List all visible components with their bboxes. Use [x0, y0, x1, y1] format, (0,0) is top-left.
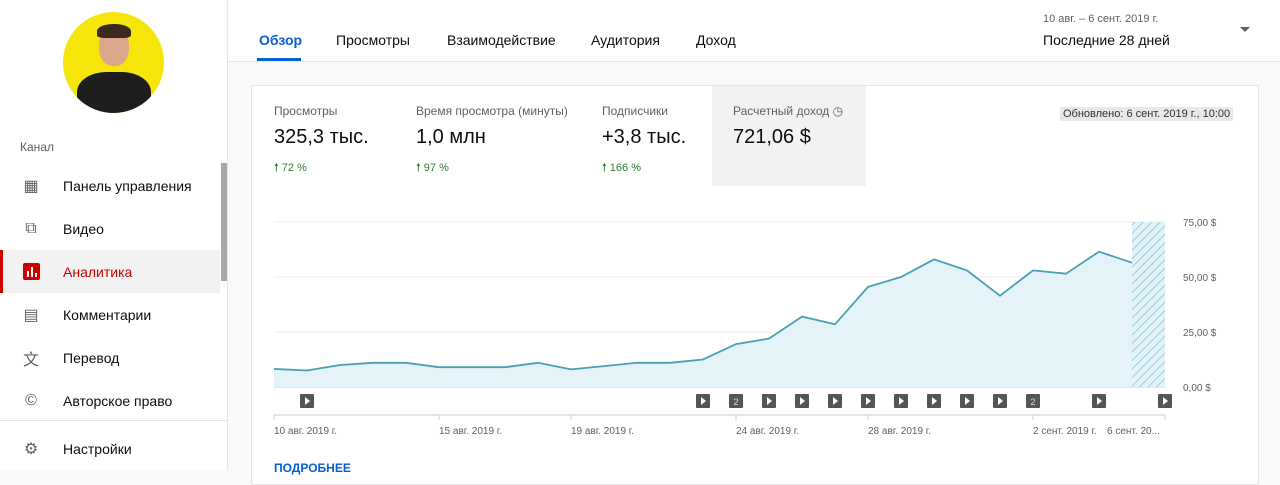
sidebar-item-label: Панель управления: [63, 178, 192, 194]
y-tick-label: 25,00 $: [1183, 328, 1217, 339]
top-tabs-bar: Обзор Просмотры Взаимодействие Аудитория…: [229, 0, 1280, 62]
x-tick-label: 24 авг. 2019 г.: [736, 426, 799, 437]
sidebar-item-comments[interactable]: ▤ Комментарии: [0, 293, 220, 336]
sidebar-item-label: Видео: [63, 221, 104, 237]
tab-revenue[interactable]: Доход: [696, 32, 736, 48]
tab-overview[interactable]: Обзор: [259, 32, 302, 48]
sidebar-item-settings[interactable]: ⚙ Настройки: [0, 427, 220, 470]
tab-engagement[interactable]: Взаимодействие: [447, 32, 556, 48]
sidebar-item-analytics[interactable]: Аналитика: [0, 250, 220, 293]
section-label: Канал: [20, 140, 54, 154]
sidebar-item-copyright[interactable]: © Авторское право: [0, 379, 220, 422]
comment-icon: ▤: [21, 305, 41, 325]
x-tick-label: 28 авг. 2019 г.: [868, 426, 931, 437]
y-tick-label: 75,00 $: [1183, 218, 1217, 229]
dropdown-arrow-icon[interactable]: [1240, 27, 1250, 32]
video-library-icon: ⧉: [21, 219, 41, 239]
analytics-icon: [21, 262, 41, 282]
translate-icon: 文: [21, 348, 41, 368]
sidebar-item-video[interactable]: ⧉ Видео: [0, 207, 220, 250]
video-marker-count: 2: [1030, 397, 1035, 407]
channel-avatar[interactable]: [63, 12, 164, 113]
revenue-chart: 0,00 $ 25,00 $ 50,00 $ 75,00 $ 2 2 10 авг. 201…: [252, 86, 1260, 456]
sidebar-item-label: Настройки: [63, 441, 132, 457]
sidebar: Канал ▦ Панель управления ⧉ Видео Аналитик…: [0, 0, 228, 470]
active-tab-indicator: [257, 58, 301, 61]
date-range: 10 авг. – 6 сент. 2019 г.: [1043, 13, 1158, 25]
dashboard-icon: ▦: [21, 176, 41, 196]
x-tick-label: 2 сент. 2019 г.: [1033, 426, 1097, 437]
area-fill: [274, 252, 1132, 387]
sidebar-item-label: Авторское право: [63, 393, 172, 409]
gear-icon: ⚙: [21, 439, 41, 459]
y-tick-label: 0,00 $: [1183, 383, 1211, 394]
scrollbar[interactable]: [221, 163, 227, 281]
sidebar-item-label: Аналитика: [63, 264, 132, 280]
copyright-icon: ©: [21, 391, 41, 411]
period-selector[interactable]: Последние 28 дней: [1043, 32, 1170, 48]
sidebar-item-dashboard[interactable]: ▦ Панель управления: [0, 164, 220, 207]
x-tick-label: 6 сент. 20...: [1107, 426, 1160, 437]
x-tick-label: 15 авг. 2019 г.: [439, 426, 502, 437]
x-tick-label: 10 авг. 2019 г.: [274, 426, 337, 437]
sidebar-item-translation[interactable]: 文 Перевод: [0, 336, 220, 379]
more-link[interactable]: ПОДРОБНЕЕ: [274, 461, 351, 475]
tab-audience[interactable]: Аудитория: [591, 32, 660, 48]
video-marker-count: 2: [733, 397, 738, 407]
divider: [0, 420, 228, 421]
incomplete-day-region: [1132, 222, 1165, 387]
y-tick-label: 50,00 $: [1183, 273, 1217, 284]
tab-views[interactable]: Просмотры: [336, 32, 410, 48]
sidebar-item-label: Перевод: [63, 350, 119, 366]
sidebar-item-label: Комментарии: [63, 307, 151, 323]
x-tick-label: 19 авг. 2019 г.: [571, 426, 634, 437]
